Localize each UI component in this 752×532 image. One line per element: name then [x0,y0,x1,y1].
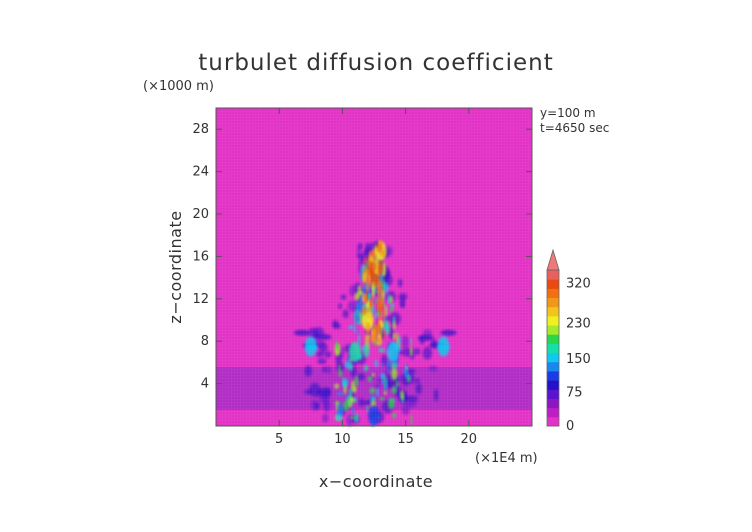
colorbar-swatch [547,352,559,363]
colorbar-frame [546,269,560,427]
y-unit-label: (×1000 m) [143,79,214,94]
plot-area [215,107,533,427]
colorbar-swatch [547,407,559,418]
x-tick-label: 10 [334,432,351,447]
colorbar-tick-label: 150 [566,352,591,367]
x-axis: 5 10 15 20 [275,108,477,447]
y-tick-label: 20 [192,207,209,222]
colorbar-swatch [547,306,559,317]
x-axis-label: x−coordinate [319,472,433,491]
colorbar-swatch [547,398,559,409]
y-tick-label: 4 [201,377,209,392]
colorbar-swatch [547,297,559,308]
colorbar-tick-label: 75 [566,386,583,401]
plot-frame [215,107,533,427]
colorbar-swatch [547,343,559,354]
chart-title: turbulet diffusion coefficient [198,50,553,76]
y-axis-label: z−coordinate [166,210,185,323]
y-tick-label: 24 [192,165,209,180]
colorbar-extend-triangle [546,248,560,271]
annotation-time: t=4650 sec [540,121,609,135]
y-axis: 4 8 12 16 20 24 28 [192,122,532,392]
y-tick-label: 8 [201,334,209,349]
colorbar-tick-label: 230 [566,316,591,331]
colorbar-swatch [547,370,559,381]
x-tick-label: 5 [275,432,283,447]
y-tick-label: 12 [192,292,209,307]
grid-overlay [216,108,532,426]
y-tick-label: 16 [192,249,209,264]
x-tick-label: 15 [397,432,414,447]
colorbar-swatch [547,325,559,335]
annotation-y: y=100 m [540,106,596,120]
colorbar-swatch [547,288,559,299]
colorbar-swatch [547,315,559,326]
colorbar-swatch [547,380,559,390]
colorbar-swatch [547,270,559,280]
y-tick-label: 28 [192,122,209,137]
colorbar-tick-label: 320 [566,276,591,291]
colorbar: 0 75 150 230 320 [546,248,591,434]
colorbar-swatch [547,361,559,372]
x-unit-label: (×1E4 m) [475,451,538,466]
colorbar-swatch [547,279,559,289]
colorbar-swatch [547,416,559,427]
x-tick-label: 20 [461,432,478,447]
colorbar-swatch [547,389,559,399]
colorbar-swatch [547,334,559,344]
colorbar-tick-label: 0 [566,419,574,434]
